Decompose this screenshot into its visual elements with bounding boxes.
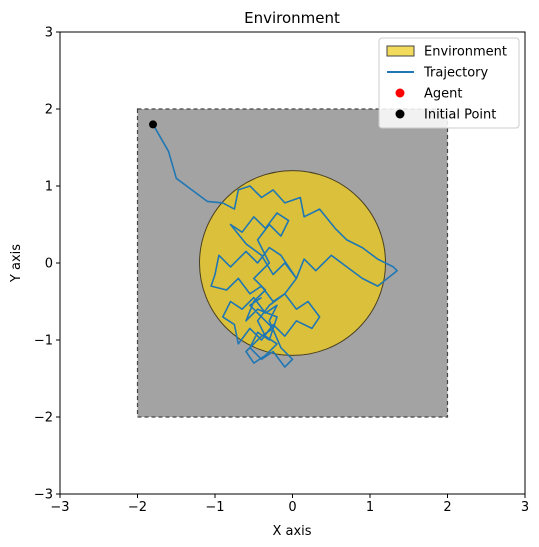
- x-tick-label: −1: [205, 500, 224, 515]
- x-tick-label: 0: [288, 500, 296, 515]
- x-tick-label: −3: [50, 500, 69, 515]
- legend-label: Initial Point: [424, 108, 496, 123]
- y-tick-label: 0: [45, 257, 53, 272]
- y-tick-label: 3: [45, 26, 53, 41]
- x-axis-label: X axis: [272, 524, 311, 539]
- y-tick-label: 1: [45, 180, 53, 195]
- plot-area: −3 −2 −1 0 1 2 3 −3 −2 −1 0 1 2 3: [34, 26, 529, 516]
- legend: Environment Trajectory Agent Initial Point: [378, 37, 520, 129]
- chart-title: Environment: [244, 9, 340, 27]
- x-tick-label: −2: [128, 500, 147, 515]
- y-axis-label: Y axis: [9, 244, 24, 283]
- y-tick-label: −3: [34, 488, 53, 503]
- legend-swatch-environment: [386, 45, 415, 57]
- legend-label: Trajectory: [423, 66, 488, 81]
- legend-box: [378, 37, 520, 129]
- x-tick-label: 2: [443, 500, 451, 515]
- legend-label: Environment: [424, 45, 507, 60]
- y-tick-label: 2: [45, 103, 53, 118]
- initial-point-marker: [149, 120, 157, 129]
- legend-label: Agent: [424, 87, 462, 102]
- x-tick-label: 3: [521, 500, 529, 515]
- legend-swatch-agent: [395, 88, 405, 98]
- y-tick-label: −2: [34, 411, 53, 426]
- x-tick-label: 1: [366, 500, 374, 515]
- trajectory-line: [152, 124, 398, 368]
- y-tick-label: −1: [34, 334, 53, 349]
- legend-swatch-initial-point: [395, 109, 405, 119]
